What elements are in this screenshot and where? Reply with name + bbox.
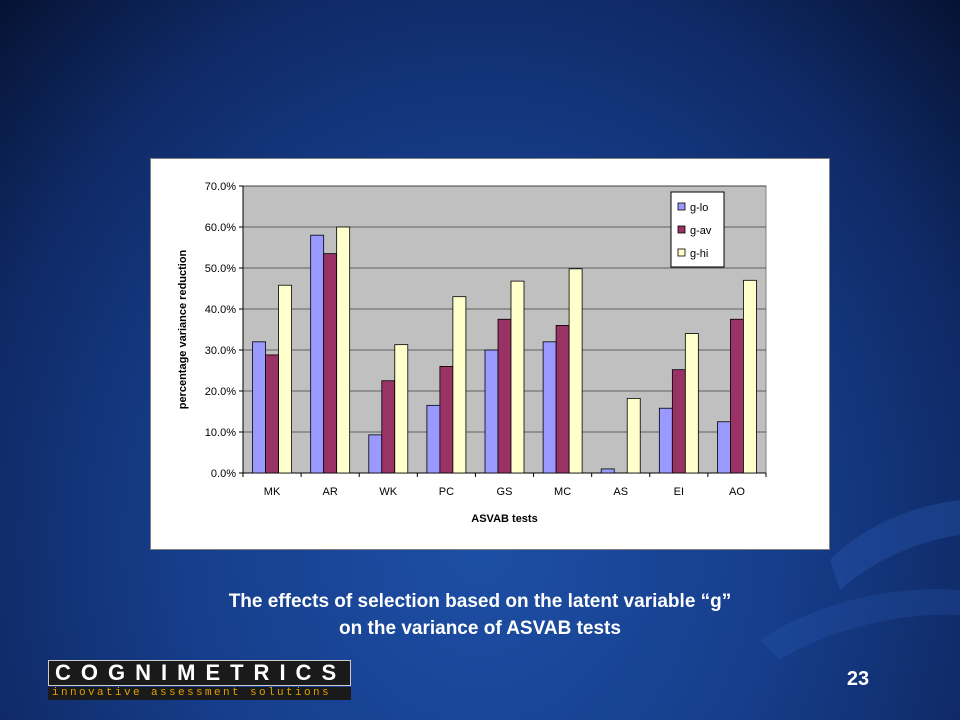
bar-g-av-MK bbox=[265, 354, 279, 474]
x-tick-label: PC bbox=[439, 486, 454, 498]
legend-swatch-g-hi bbox=[677, 248, 686, 257]
bar-g-hi-WK bbox=[394, 344, 409, 474]
slide-caption: The effects of selection based on the la… bbox=[100, 588, 860, 642]
y-tick-label: 20.0% bbox=[205, 386, 236, 398]
bar-g-lo-AO bbox=[717, 421, 731, 474]
x-tick-label: AO bbox=[729, 486, 745, 498]
bar-g-lo-PC bbox=[426, 404, 441, 474]
y-tick-label: 10.0% bbox=[205, 427, 236, 439]
logo-tagline: innovative assessment solutions bbox=[48, 687, 352, 700]
bar-g-av-MC bbox=[555, 324, 570, 474]
x-tick-label: MC bbox=[554, 486, 571, 498]
bar-g-hi-EI bbox=[684, 333, 699, 474]
page-number: 23 bbox=[846, 668, 870, 690]
y-tick-label: 30.0% bbox=[205, 345, 236, 357]
y-tick-label: 60.0% bbox=[205, 222, 236, 234]
x-tick-label: AR bbox=[323, 486, 338, 498]
x-tick-label: EI bbox=[674, 486, 684, 498]
logo-wordmark: COGNIMETRICS bbox=[48, 660, 352, 686]
x-tick-label: WK bbox=[379, 486, 397, 498]
bar-g-lo-GS bbox=[484, 349, 499, 474]
bar-g-hi-AO bbox=[743, 279, 757, 474]
legend-swatch-g-lo bbox=[677, 202, 686, 211]
y-tick-label: 40.0% bbox=[205, 304, 236, 316]
bar-g-lo-EI bbox=[658, 407, 673, 474]
caption-line-1: The effects of selection based on the la… bbox=[228, 591, 732, 612]
x-tick-label: AS bbox=[613, 486, 628, 498]
bar-g-av-PC bbox=[439, 365, 454, 474]
bar-g-hi-MC bbox=[568, 268, 583, 474]
legend-swatch-g-av bbox=[677, 225, 686, 234]
x-tick-label: MK bbox=[264, 486, 281, 498]
x-tick-label: GS bbox=[497, 486, 513, 498]
chart-panel: 0.0% 10.0% 20.0% 30.0% 40.0% 50.0% 60.0% 70.0% M… bbox=[150, 158, 830, 550]
legend-label-g-av: g-av bbox=[690, 225, 712, 237]
bar-g-lo-MC bbox=[542, 341, 557, 474]
bar-g-av-AR bbox=[323, 253, 338, 474]
bar-g-av-WK bbox=[381, 380, 396, 474]
bar-g-lo-AS bbox=[600, 468, 615, 474]
bar-g-av-EI bbox=[671, 369, 686, 474]
caption-line-2: on the variance of ASVAB tests bbox=[339, 618, 621, 639]
y-axis-label: percentage variance reduction bbox=[177, 249, 189, 409]
bar-g-lo-WK bbox=[368, 434, 383, 474]
bar-chart: 0.0% 10.0% 20.0% 30.0% 40.0% 50.0% 60.0% 70.0% M… bbox=[177, 181, 767, 525]
bar-g-hi-AR bbox=[336, 226, 351, 474]
y-tick-label: 70.0% bbox=[205, 181, 236, 193]
bar-g-av-GS bbox=[497, 318, 512, 474]
bar-g-hi-AS bbox=[626, 397, 641, 474]
y-tick-label: 0.0% bbox=[211, 468, 236, 480]
bar-g-lo-MK bbox=[252, 341, 266, 474]
bar-g-hi-PC bbox=[452, 296, 467, 474]
legend-label-g-lo: g-lo bbox=[690, 202, 708, 214]
bar-g-hi-GS bbox=[510, 280, 525, 474]
cognimetrics-logo: COGNIMETRICS innovative assessment solut… bbox=[48, 660, 352, 700]
y-tick-label: 50.0% bbox=[205, 263, 236, 275]
bar-g-hi-MK bbox=[278, 284, 292, 474]
x-axis-label: ASVAB tests bbox=[471, 513, 537, 525]
bar-g-av-AO bbox=[730, 318, 744, 474]
legend-label-g-hi: g-hi bbox=[690, 248, 708, 260]
bar-g-lo-AR bbox=[310, 234, 325, 474]
